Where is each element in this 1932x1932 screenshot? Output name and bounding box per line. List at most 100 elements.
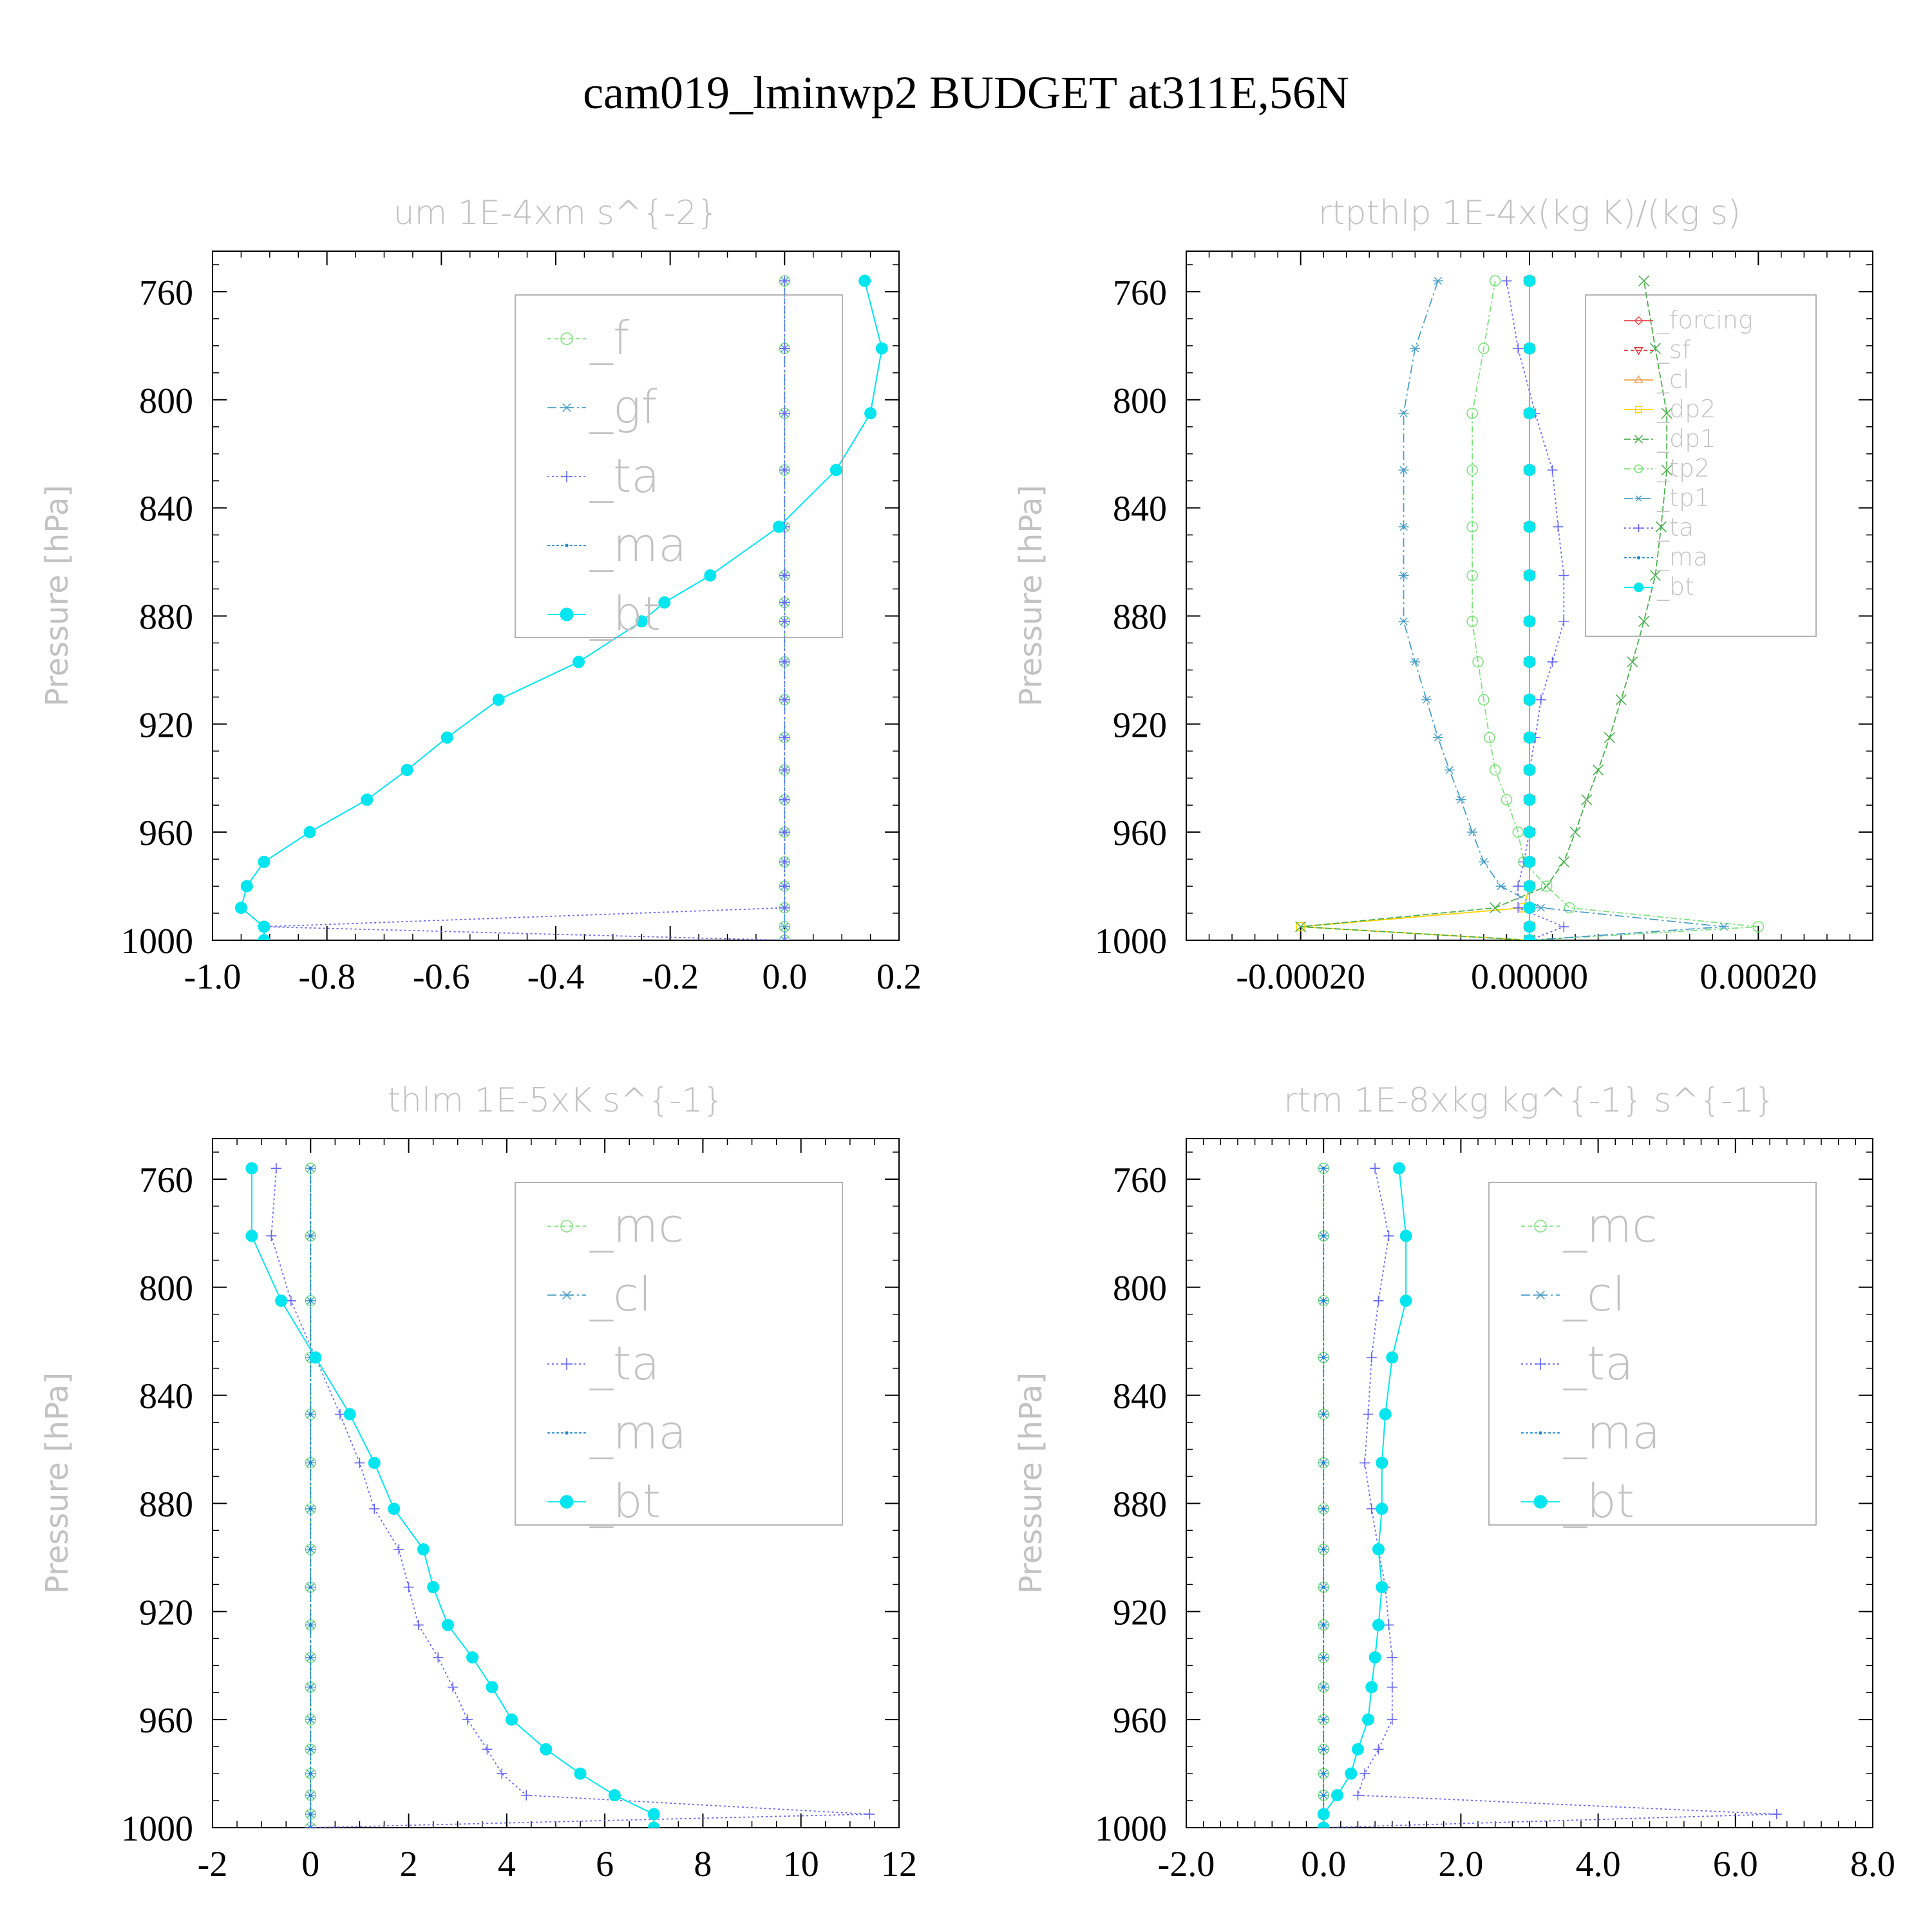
legend-marker [560,1495,574,1509]
series-line [270,1168,870,1828]
data-point [1553,522,1564,532]
data-point [308,1685,312,1689]
data-point [521,1790,532,1801]
data-point [1478,694,1490,706]
legend-marker [1636,556,1641,560]
legend-marker [560,1220,573,1233]
data-point [1523,407,1536,420]
data-point [486,1681,498,1694]
y-tick-label: 1000 [121,922,193,961]
data-point [1489,275,1501,287]
data-point [308,1772,312,1776]
data-point [829,464,842,477]
data-point [1392,1162,1405,1175]
data-point [1366,1503,1377,1514]
data-point [308,1747,312,1751]
data-point [308,1461,312,1465]
legend-item: _ta [1624,513,1694,542]
data-point [779,857,790,867]
y-tick-label: 920 [139,705,193,745]
series-ta [1318,1163,1782,1828]
data-point [308,1656,312,1660]
series-line [251,1168,655,1828]
legend-marker [1533,1495,1548,1509]
data-point [1366,1352,1377,1363]
data-point [1321,1461,1325,1465]
data-point [1523,764,1536,777]
y-tick-label: 800 [139,1269,193,1309]
legend-label: _mc [1563,1198,1658,1253]
data-point [1383,1231,1394,1242]
legend-label: _bt [589,1474,661,1528]
y-axis-label: Pressure [hPa] [39,1372,75,1594]
data-point [1466,464,1478,476]
data-point [1540,880,1553,892]
data-point [1410,344,1421,353]
legend-label: _gf [589,380,658,434]
series-dp2 [1296,276,1535,940]
y-tick-label: 920 [139,1593,193,1633]
data-point [779,656,790,667]
data-point [1512,826,1524,838]
series-line [1472,281,1759,940]
data-point [1523,934,1536,940]
data-point [417,1543,430,1556]
data-point [1321,1772,1325,1776]
x-minor-ticks [212,251,900,940]
data-point [1321,1685,1325,1689]
y-tick-label: 920 [1113,705,1167,745]
legend-label: _tp1 [1656,484,1710,513]
data-point [1373,1295,1384,1306]
chart-panel-3: thlm 1E-5xK s^{-1} Pressure [hPa] -2 0 2 4 6 8 1… [39,1081,917,1884]
data-point [270,1163,281,1174]
data-point [492,694,505,706]
legend: _mc _cl _ta _ma _bt [515,1182,843,1528]
data-point [1752,921,1765,933]
series-ta [1501,276,1569,940]
y-tick-label: 800 [139,381,193,421]
data-point [779,694,790,705]
data-point [1523,793,1536,806]
y-tick-label: 840 [1113,489,1167,529]
x-tick-label: -0.00020 [1236,957,1365,997]
legend-label: _mc [589,1198,684,1253]
legend-item: _tp2 [1624,454,1710,483]
data-point [574,1767,587,1780]
data-point [308,1299,312,1303]
legend-item: _ma [547,1405,687,1459]
data-point [1593,764,1604,776]
x-tick-label: 10 [783,1844,819,1884]
data-point [1387,1714,1397,1725]
plot-area [1317,1162,1782,1828]
data-point [1321,1412,1325,1416]
legend-label: _ta [589,449,659,503]
data-point [1501,276,1512,287]
data-point [1398,409,1409,417]
data-point [1523,694,1536,706]
y-tick-label: 1000 [121,1809,193,1849]
legend-item: _f [547,311,630,365]
series-bt [234,274,888,940]
y-tick-label: 760 [1113,1160,1167,1200]
legend-label: _ma [589,1405,687,1459]
y-axis-label: Pressure [hPa] [1013,1372,1049,1594]
data-point [505,1713,518,1726]
figure-title: cam019_lminwp2 BUDGET at311E,56N [583,67,1349,118]
legend-box [515,1182,843,1526]
legend-label: _bt [589,587,661,641]
series-tp2 [1466,275,1765,940]
series-line [263,281,786,940]
data-point [1467,828,1478,837]
panel-title: rtm 1E-8xkg kg^{-1} s^{-1} [1283,1081,1775,1120]
data-point [1466,569,1478,582]
legend-label: _tp2 [1656,454,1710,483]
x-tick-label: 0.00000 [1471,957,1588,997]
legend-marker [560,607,574,621]
legend-marker [561,1358,573,1370]
data-point [433,1652,444,1663]
chart-panel-4: rtm 1E-8xkg kg^{-1} s^{-1} Pressure [hPa]… [1013,1081,1895,1884]
data-point [1295,921,1307,933]
x-tick-label: 0.2 [876,957,922,997]
x-tick-label: 8 [694,1844,712,1884]
y-axis-label: Pressure [hPa] [39,485,75,706]
